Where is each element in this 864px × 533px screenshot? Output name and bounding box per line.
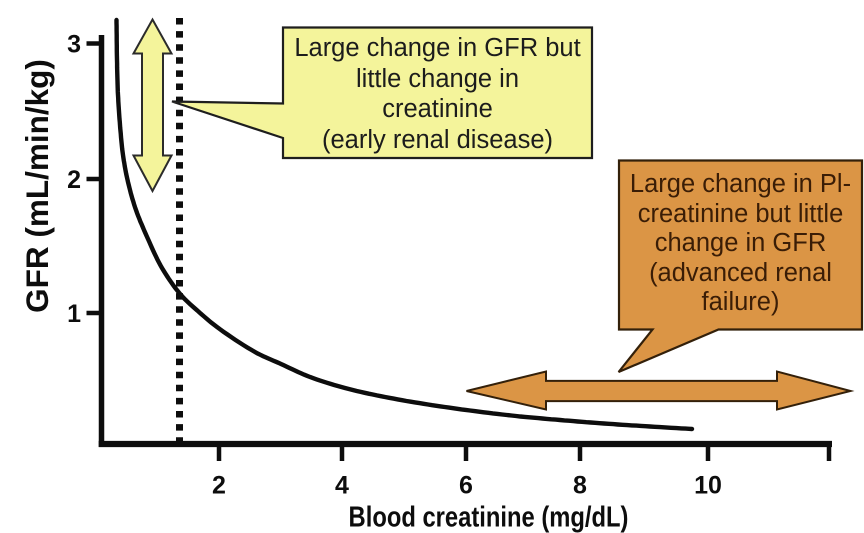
svg-text:4: 4 — [335, 472, 349, 500]
svg-text:1: 1 — [67, 300, 81, 328]
svg-text:2: 2 — [212, 472, 226, 500]
svg-text:GFR (mL/min/kg): GFR (mL/min/kg) — [19, 59, 55, 313]
svg-text:10: 10 — [694, 472, 722, 500]
svg-text:2: 2 — [67, 166, 81, 194]
svg-text:8: 8 — [573, 472, 587, 500]
svg-text:6: 6 — [459, 472, 473, 500]
svg-text:3: 3 — [67, 31, 81, 59]
svg-text:Blood creatinine (mg/dL): Blood creatinine (mg/dL) — [349, 500, 629, 533]
